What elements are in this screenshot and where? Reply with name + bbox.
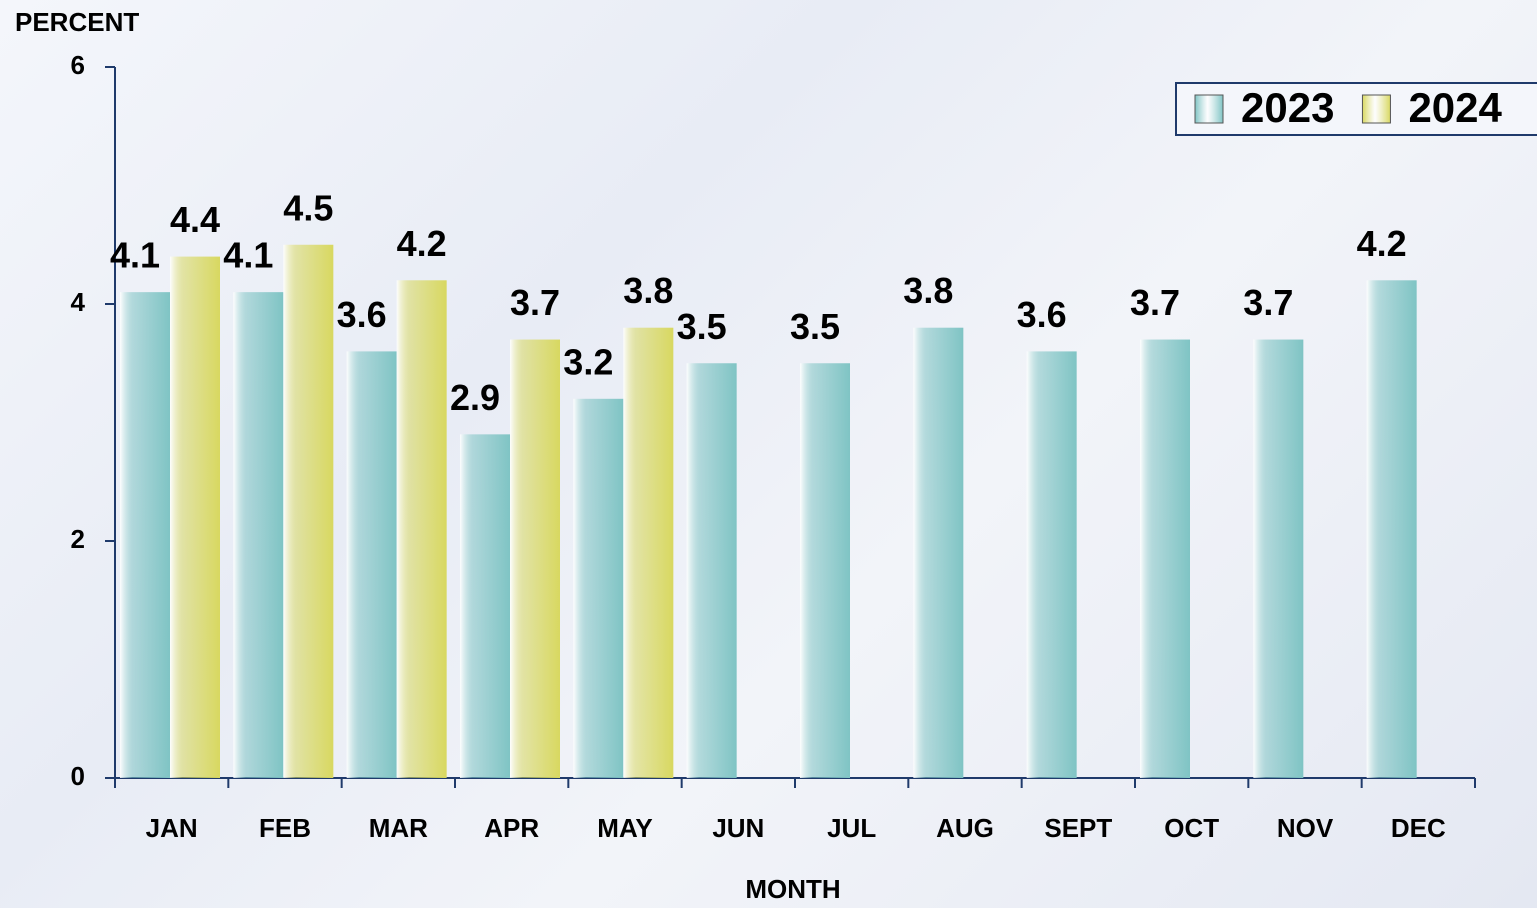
legend-swatch bbox=[1194, 94, 1224, 124]
data-label: 4.4 bbox=[170, 199, 220, 240]
x-tick-label: FEB bbox=[259, 813, 311, 843]
x-tick-label: NOV bbox=[1277, 813, 1334, 843]
data-label: 3.8 bbox=[903, 270, 953, 311]
bar bbox=[686, 363, 737, 778]
data-label: 3.8 bbox=[623, 270, 673, 311]
legend-swatch bbox=[1361, 94, 1391, 124]
data-label: 3.5 bbox=[790, 306, 840, 347]
bar bbox=[510, 339, 560, 778]
data-label: 3.7 bbox=[510, 282, 560, 323]
bar bbox=[283, 244, 334, 778]
legend-label: 2023 bbox=[1241, 84, 1334, 131]
data-label: 4.2 bbox=[1357, 223, 1407, 264]
legend-box bbox=[1175, 82, 1537, 136]
y-tick-label: 2 bbox=[71, 524, 85, 554]
bar bbox=[623, 327, 674, 778]
bar bbox=[233, 292, 284, 778]
y-axis-title: PERCENT bbox=[15, 7, 139, 37]
x-tick-label: APR bbox=[484, 813, 539, 843]
bar bbox=[396, 280, 447, 778]
data-label: 3.7 bbox=[1130, 282, 1180, 323]
data-label: 2.9 bbox=[450, 377, 500, 418]
bar bbox=[170, 256, 220, 779]
x-tick-label: DEC bbox=[1391, 813, 1446, 843]
y-tick-label: 0 bbox=[71, 761, 85, 791]
data-label: 3.5 bbox=[677, 306, 727, 347]
data-label: 4.5 bbox=[283, 187, 333, 228]
x-tick-label: MAR bbox=[369, 813, 428, 843]
bar bbox=[573, 398, 624, 778]
bar bbox=[1253, 339, 1304, 778]
bar bbox=[1366, 280, 1417, 778]
x-tick-label: JUN bbox=[712, 813, 764, 843]
bar bbox=[1026, 351, 1077, 778]
y-tick-label: 4 bbox=[71, 287, 86, 317]
data-label: 3.2 bbox=[563, 341, 613, 382]
bar bbox=[120, 292, 170, 778]
bar bbox=[913, 327, 964, 778]
x-tick-label: OCT bbox=[1164, 813, 1219, 843]
x-tick-label: MAY bbox=[597, 813, 652, 843]
data-label: 4.1 bbox=[110, 235, 160, 276]
bar bbox=[346, 351, 397, 778]
x-tick-label: JUL bbox=[827, 813, 876, 843]
bar bbox=[800, 363, 850, 778]
y-tick-label: 6 bbox=[71, 50, 85, 80]
data-label: 4.1 bbox=[223, 235, 273, 276]
x-tick-label: AUG bbox=[936, 813, 994, 843]
legend-label: 2024 bbox=[1408, 84, 1502, 131]
data-label: 4.2 bbox=[397, 223, 447, 264]
data-label: 3.6 bbox=[1017, 294, 1067, 335]
x-tick-label: SEPT bbox=[1044, 813, 1112, 843]
data-label: 3.6 bbox=[337, 294, 387, 335]
bar bbox=[460, 434, 510, 778]
data-label: 3.7 bbox=[1243, 282, 1293, 323]
x-tick-label: JAN bbox=[146, 813, 198, 843]
bar bbox=[1140, 339, 1190, 778]
x-axis-title: MONTH bbox=[745, 874, 840, 904]
